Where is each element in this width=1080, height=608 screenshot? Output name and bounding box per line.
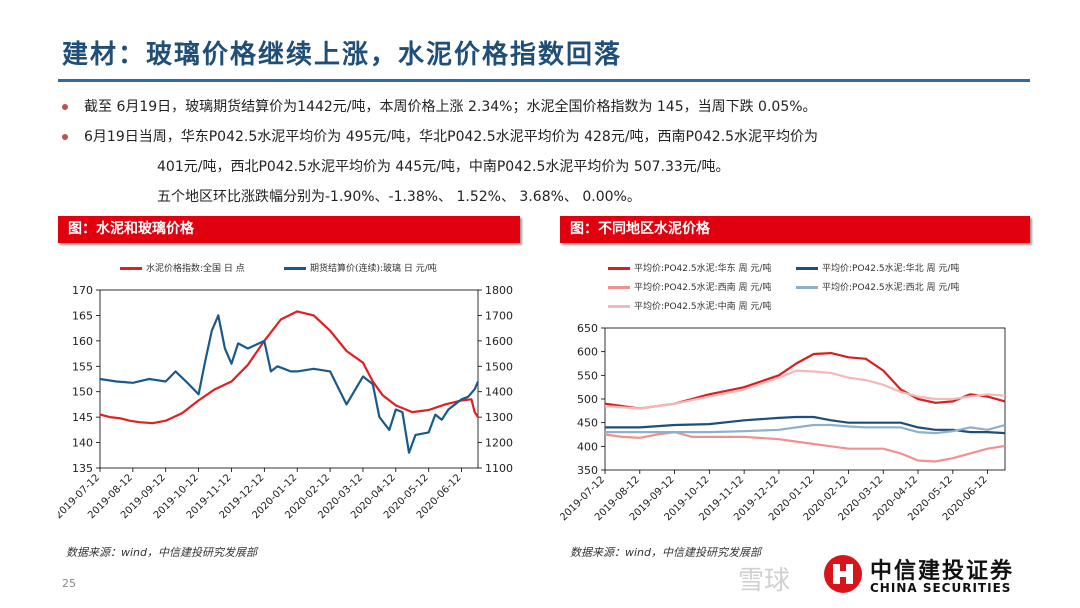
logo-name-en: CHINA SECURITIES xyxy=(870,581,1012,595)
cement-glass-price-chart: 135 140 145 150 155 160 165 170 1100 1200 1300 1400… xyxy=(58,284,513,521)
legend-label: 平均价:PO42.5水泥:西南 周 元/吨 xyxy=(634,283,772,293)
y-tick-label: 160 xyxy=(72,335,93,348)
bullet-text: 截至 6月19日，玻璃期货结算价为1442元/吨，本周价格上涨 2.34%；水泥… xyxy=(84,99,817,115)
y-tick-label: 350 xyxy=(577,464,598,477)
y-tick-label: 450 xyxy=(577,417,598,430)
right-chart-heading: 图：不同地区水泥价格 xyxy=(560,216,1030,243)
legend-label: 平均价:PO42.5水泥:华北 周 元/吨 xyxy=(822,264,960,274)
series-line xyxy=(605,415,1006,435)
legend-label: 期货结算价(连续):玻璃 日 元/吨 xyxy=(310,264,437,274)
y2-tick-label: 1100 xyxy=(485,462,513,475)
legend-item: 平均价:PO42.5水泥:西北 周 元/吨 xyxy=(796,280,959,293)
legend-item: 平均价:PO42.5水泥:中南 周 元/吨 xyxy=(608,299,771,312)
left-chart-source: 数据来源：wind，中信建投研究发展部 xyxy=(66,546,258,559)
y-tick-label: 150 xyxy=(72,386,93,399)
y2-tick-label: 1200 xyxy=(485,437,513,450)
y-tick-label: 500 xyxy=(577,393,598,406)
y-tick-label: 400 xyxy=(577,440,598,453)
title-divider xyxy=(58,79,1030,82)
legend-swatch xyxy=(120,267,142,270)
series-line xyxy=(604,430,1006,463)
watermark: 雪球 xyxy=(738,566,791,596)
y-tick-label: 600 xyxy=(577,346,598,359)
y-tick-label: 155 xyxy=(72,360,93,373)
bullet-item: 6月19日当周，华东P042.5水泥平均价为 495元/吨，华北P042.5水泥… xyxy=(62,122,1052,152)
y2-tick-label: 1300 xyxy=(485,411,513,424)
legend-swatch xyxy=(284,267,306,270)
legend-item: 期货结算价(连续):玻璃 日 元/吨 xyxy=(284,261,437,274)
series-line xyxy=(604,351,1006,410)
y-tick-label: 170 xyxy=(72,284,93,297)
bullet-continuation: 401元/吨，西北P042.5水泥平均价为 445元/吨，中南P042.5水泥平… xyxy=(157,159,730,175)
legend-swatch xyxy=(796,267,818,270)
regional-cement-price-chart: 3504004505005506006502019-07-122019-08-1… xyxy=(560,322,1006,523)
y2-tick-label: 1700 xyxy=(485,309,513,322)
company-logo: 中信建投证券 CHINA SECURITIES xyxy=(824,553,1014,599)
legend-item: 水泥价格指数:全国 日 点 xyxy=(120,261,245,274)
y-tick-label: 650 xyxy=(577,322,598,335)
legend-label: 平均价:PO42.5水泥:中南 周 元/吨 xyxy=(634,302,772,312)
legend-label: 平均价:PO42.5水泥:西北 周 元/吨 xyxy=(822,283,960,293)
y2-tick-label: 1400 xyxy=(485,386,513,399)
y2-tick-label: 1800 xyxy=(485,284,513,297)
y-tick-label: 550 xyxy=(577,369,598,382)
y-tick-label: 145 xyxy=(72,411,93,424)
y-tick-label: 140 xyxy=(72,437,93,450)
legend-label: 平均价:PO42.5水泥:华东 周 元/吨 xyxy=(634,264,772,274)
right-chart-source: 数据来源：wind，中信建投研究发展部 xyxy=(570,546,762,559)
logo-name-cn: 中信建投证券 xyxy=(870,559,1015,584)
series-line xyxy=(605,423,1006,435)
legend-item: 平均价:PO42.5水泥:华东 周 元/吨 xyxy=(608,261,771,274)
bullet-text: 6月19日当周，华东P042.5水泥平均价为 495元/吨，华北P042.5水泥… xyxy=(84,129,819,145)
bullet-dot xyxy=(62,134,68,140)
legend-swatch xyxy=(796,286,818,289)
summary-bullets: 截至 6月19日，玻璃期货结算价为1442元/吨，本周价格上涨 2.34%；水泥… xyxy=(62,92,1052,212)
bullet-dot xyxy=(62,104,68,110)
legend-swatch xyxy=(608,286,630,289)
bullet-continuation: 五个地区环比涨跌幅分别为-1.90%、-1.38%、 1.52%、 3.68%、… xyxy=(157,189,641,205)
legend-swatch xyxy=(608,305,630,308)
logo-seal-icon xyxy=(824,555,862,593)
legend-item: 平均价:PO42.5水泥:华北 周 元/吨 xyxy=(796,261,959,274)
series-line xyxy=(99,314,480,454)
page-title: 建材：玻璃价格继续上涨，水泥价格指数回落 xyxy=(62,40,623,70)
y-tick-label: 135 xyxy=(72,462,93,475)
legend-label: 水泥价格指数:全国 日 点 xyxy=(146,264,245,274)
left-chart-heading: 图：水泥和玻璃价格 xyxy=(58,216,520,243)
plot-frame xyxy=(99,289,479,469)
bullet-item: 截至 6月19日，玻璃期货结算价为1442元/吨，本周价格上涨 2.34%；水泥… xyxy=(62,92,1052,122)
series-line xyxy=(604,369,1006,410)
legend-item: 平均价:PO42.5水泥:西南 周 元/吨 xyxy=(608,280,771,293)
legend-swatch xyxy=(608,267,630,270)
y2-tick-label: 1600 xyxy=(485,335,513,348)
page-number: 25 xyxy=(62,577,76,590)
y-tick-label: 165 xyxy=(72,309,93,322)
series-line xyxy=(99,310,479,425)
y2-tick-label: 1500 xyxy=(485,360,513,373)
